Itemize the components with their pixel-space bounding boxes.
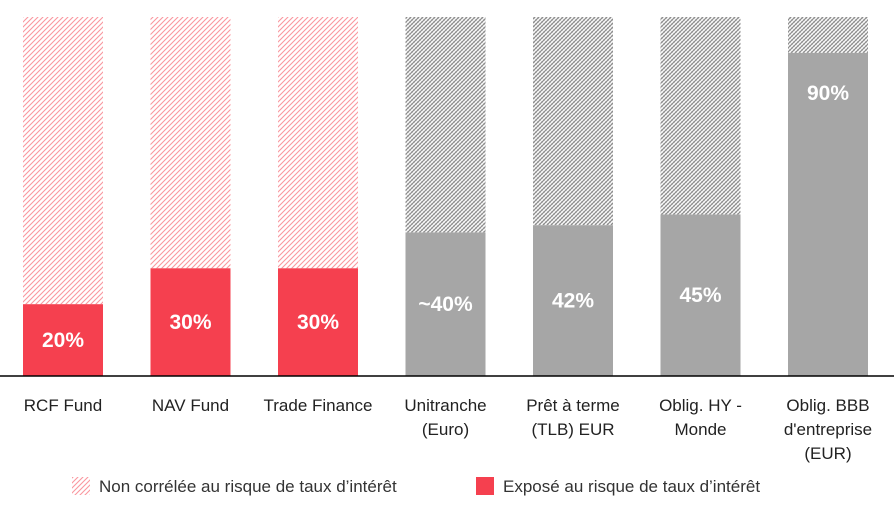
bar-exposed-6 [660,214,741,376]
category-label-line: (Euro) [422,420,469,439]
bar-exposed-4 [405,232,486,376]
category-label-line: Trade Finance [264,396,373,415]
bar-non-correlated-6 [660,17,741,215]
category-label-3: Trade Finance [264,396,373,415]
legend-label-1: Non corrélée au risque de taux d’intérêt [99,477,397,496]
category-label-4: Unitranche (Euro) [404,396,486,439]
category-label-line: Unitranche [404,396,486,415]
category-label-line: NAV Fund [152,396,229,415]
bar-exposed-7 [788,52,868,377]
bar-non-correlated-7 [788,17,868,53]
category-label-line: RCF Fund [24,396,102,415]
legend: Non corrélée au risque de taux d’intérêt… [72,477,760,496]
data-label-1: 20% [42,329,84,352]
bar-non-correlated-5 [533,17,613,226]
legend-swatch-1 [72,477,90,495]
bar-non-correlated-3 [278,17,358,269]
category-label-2: NAV Fund [152,396,229,415]
category-label-line: Monde [675,420,727,439]
category-label-5: Prêt à terme (TLB) EUR [526,396,620,439]
bar-exposed-5 [533,225,613,376]
data-label-2: 30% [169,311,211,334]
category-label-line: Oblig. BBB [786,396,869,415]
legend-swatch-2 [476,477,494,495]
data-label-7: 90% [807,82,849,105]
category-label-line: Oblig. HY - [659,396,742,415]
bar-non-correlated-4 [405,17,486,233]
legend-label-2: Exposé au risque de taux d’intérêt [503,477,760,496]
bar-non-correlated-2 [150,17,231,269]
category-label-line: (EUR) [804,444,851,463]
category-label-7: Oblig. BBB d'entreprise (EUR) [784,396,872,463]
category-label-1: RCF Fund [24,396,102,415]
bar-exposed-2 [150,268,231,376]
data-label-5: 42% [552,290,594,313]
data-label-3: 30% [297,311,339,334]
category-label-line: d'entreprise [784,420,872,439]
category-labels: RCF Fund NAV Fund Trade Finance Unitranche (… [24,396,872,463]
data-label-6: 45% [679,284,721,307]
category-label-6: Oblig. HY - Monde [659,396,742,439]
bar-exposed-3 [278,268,358,376]
bars-group: 20% 30% 30% ~40% 42% 45% 90% [23,17,868,377]
bar-non-correlated-1 [23,17,103,305]
bar-exposed-1 [23,304,103,376]
category-label-line: Prêt à terme [526,396,620,415]
data-label-4: ~40% [418,293,473,316]
category-label-line: (TLB) EUR [531,420,614,439]
